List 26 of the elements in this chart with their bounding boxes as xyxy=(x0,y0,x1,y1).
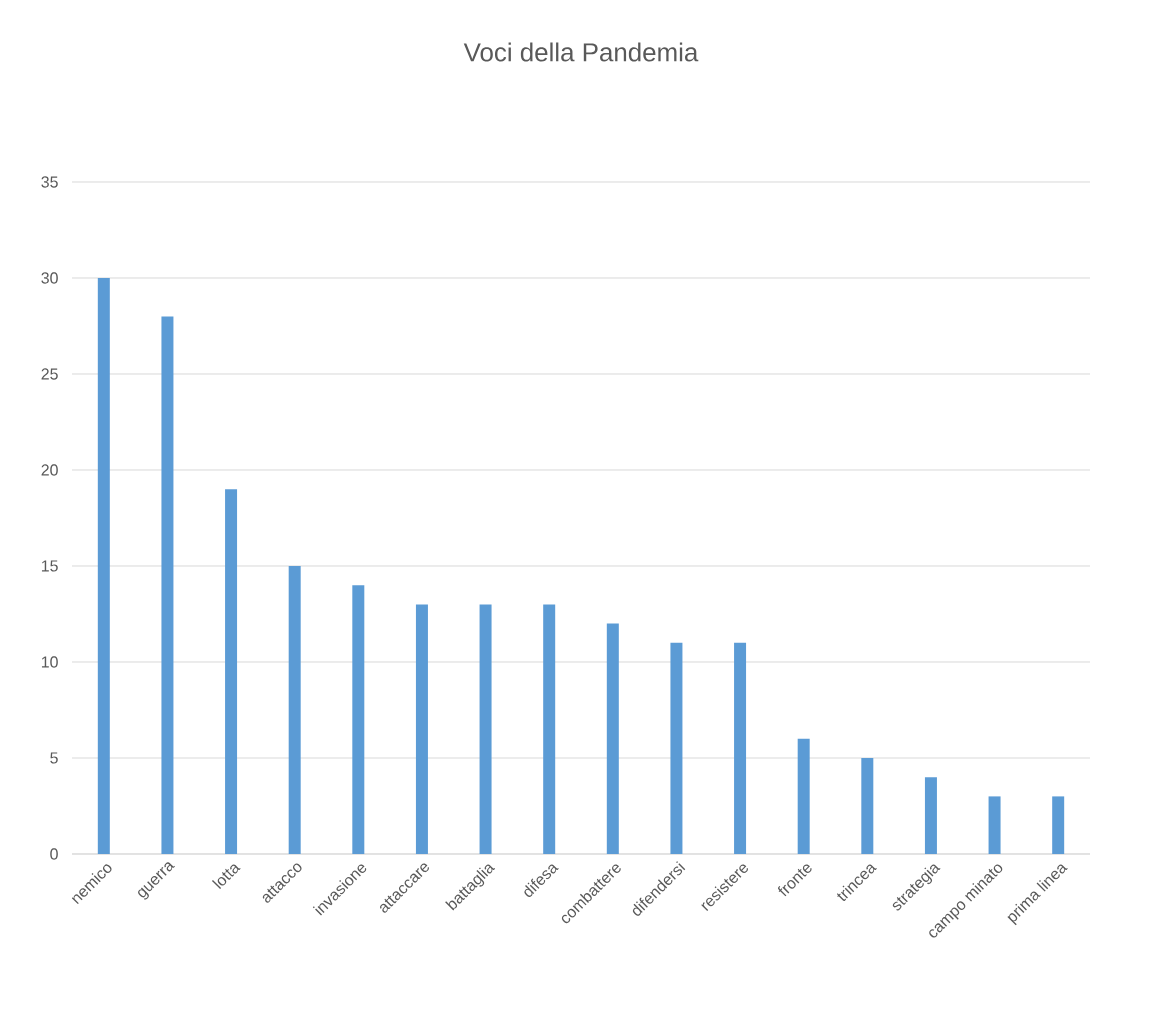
bar xyxy=(415,604,428,854)
y-tick-label: 30 xyxy=(41,272,58,284)
y-tick-label: 10 xyxy=(41,656,58,668)
bar xyxy=(161,316,174,854)
y-tick-label: 15 xyxy=(41,560,58,572)
y-tick-label: 5 xyxy=(50,752,58,764)
bar xyxy=(1052,796,1065,854)
bar xyxy=(97,278,110,854)
bar xyxy=(225,489,238,854)
bar xyxy=(670,642,683,854)
x-tick-label: lotta xyxy=(211,864,241,890)
bar xyxy=(797,738,810,854)
bar xyxy=(734,642,747,854)
bar xyxy=(988,796,1001,854)
bar xyxy=(861,758,874,854)
bar xyxy=(288,566,301,854)
chart-title: Voci della Pandemia xyxy=(463,42,699,62)
y-tick-label: 25 xyxy=(41,368,58,380)
bar xyxy=(352,585,365,854)
bar xyxy=(543,604,556,854)
y-tick-label: 20 xyxy=(41,464,58,476)
bar xyxy=(606,623,619,854)
bar xyxy=(479,604,492,854)
y-tick-label: 35 xyxy=(41,176,58,188)
y-tick-label: 0 xyxy=(50,848,58,860)
bar xyxy=(924,777,937,854)
